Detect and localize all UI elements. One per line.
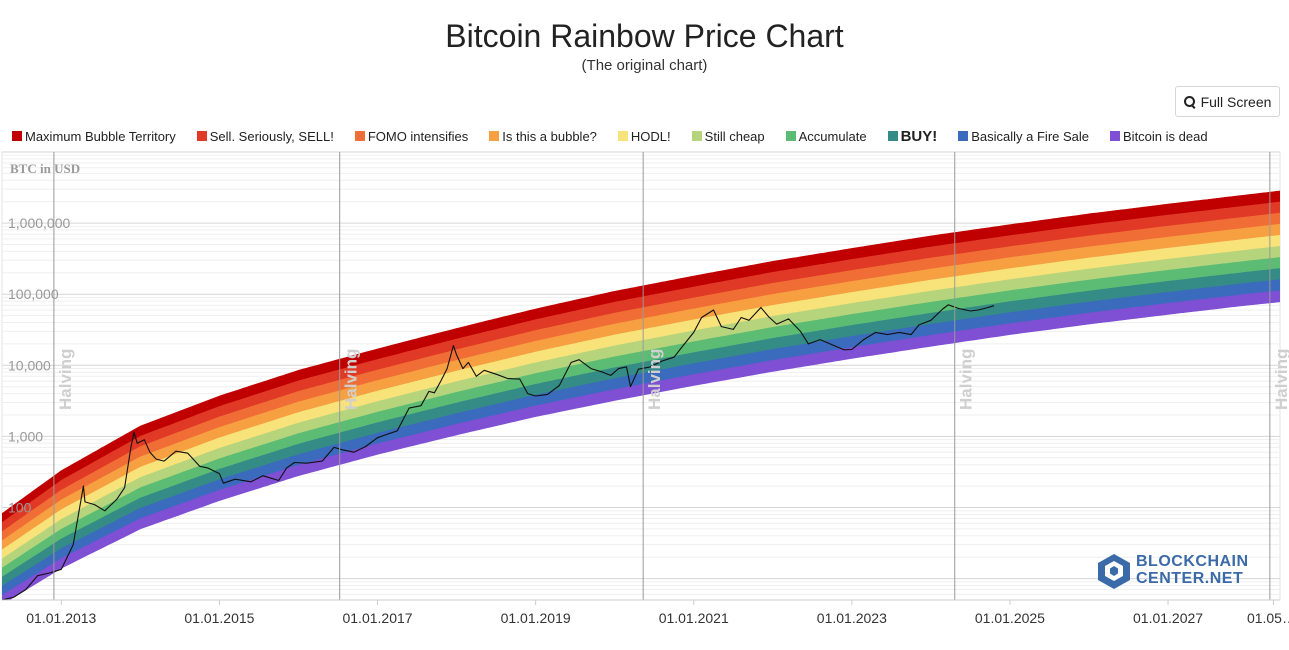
legend-swatch: [617, 131, 628, 141]
x-tick-label: 01.01.2021: [659, 610, 729, 626]
chart-subtitle: (The original chart): [581, 57, 708, 74]
y-tick-label: 1,000: [8, 428, 43, 444]
legend-label: Is this a bubble?: [502, 128, 597, 144]
logo-text-line2: CENTER.NET: [1136, 570, 1244, 587]
y-tick-label: 100: [8, 499, 32, 515]
y-tick-label: 1,000,000: [8, 215, 70, 231]
legend-item[interactable]: Basically a Fire Sale: [958, 129, 1089, 144]
legend-item[interactable]: Still cheap: [691, 128, 765, 144]
legend-item[interactable]: HODL!: [617, 128, 671, 144]
legend-swatch: [691, 131, 702, 141]
halving-label: Halving: [342, 349, 361, 410]
legend-swatch: [785, 131, 796, 141]
legend-swatch: [196, 131, 207, 141]
rainbow-band: [2, 290, 1280, 600]
halving-label: Halving: [1272, 349, 1289, 410]
legend-swatch: [12, 131, 22, 141]
legend-label: Still cheap: [704, 128, 765, 144]
legend-item[interactable]: Sell. Seriously, SELL!: [196, 128, 334, 144]
chart-legend: Maximum Bubble Territory Sell. Seriously,…: [12, 127, 1208, 145]
x-tick-label: 01.01.2023: [817, 610, 887, 626]
x-tick-label: 01.01.2027: [1133, 610, 1203, 626]
legend-swatch: [489, 131, 500, 141]
halving-label: Halving: [645, 349, 664, 410]
legend-item[interactable]: Maximum Bubble Territory: [12, 129, 176, 144]
x-tick-label: 01.01.2025: [975, 610, 1045, 626]
legend-item[interactable]: Bitcoin is dead: [1110, 129, 1208, 144]
blockchaincenter-logo: BLOCKCHAIN CENTER.NET: [1094, 550, 1254, 592]
magnifier-plus-icon: [1183, 95, 1196, 108]
legend-item[interactable]: BUY!: [887, 127, 938, 145]
legend-label: FOMO intensifies: [367, 128, 469, 144]
cube-logo-icon: [1098, 554, 1130, 589]
legend-swatch: [958, 131, 969, 141]
logo-text-line1: BLOCKCHAIN: [1136, 553, 1249, 570]
legend-swatch: [354, 131, 365, 141]
chart-title: Bitcoin Rainbow Price Chart: [445, 18, 844, 54]
x-tick-label: 01.01.2017: [342, 610, 412, 626]
legend-item[interactable]: Accumulate: [785, 128, 867, 144]
legend-swatch: [1110, 131, 1121, 141]
legend-item[interactable]: Is this a bubble?: [489, 129, 597, 144]
legend-label: Maximum Bubble Territory: [25, 128, 176, 144]
halving-label: Halving: [957, 349, 976, 410]
full-screen-label: Full Screen: [1200, 93, 1272, 110]
btc-price-line: [2, 304, 995, 600]
legend-label: Basically a Fire Sale: [971, 128, 1090, 144]
halving-label: Halving: [56, 349, 75, 410]
full-screen-button[interactable]: Full Screen: [1175, 86, 1280, 117]
y-axis-title: BTC in USD: [10, 161, 80, 176]
y-tick-label: 10,000: [8, 357, 51, 373]
x-tick-label: 01.01.2015: [184, 610, 254, 626]
rainbow-bands: [2, 190, 1280, 600]
legend-item[interactable]: FOMO intensifies: [354, 128, 469, 144]
legend-label: BUY!: [900, 127, 938, 145]
legend-label: Sell. Seriously, SELL!: [209, 128, 334, 144]
legend-label: Bitcoin is dead: [1123, 128, 1208, 144]
x-tick-label: 01.01.2013: [26, 610, 96, 626]
legend-label: HODL!: [630, 128, 671, 144]
legend-label: Accumulate: [798, 128, 867, 144]
x-tick-label: 01.05….: [1247, 610, 1289, 626]
x-tick-label: 01.01.2019: [501, 610, 571, 626]
legend-swatch: [887, 131, 898, 141]
y-tick-label: 100,000: [8, 286, 59, 302]
